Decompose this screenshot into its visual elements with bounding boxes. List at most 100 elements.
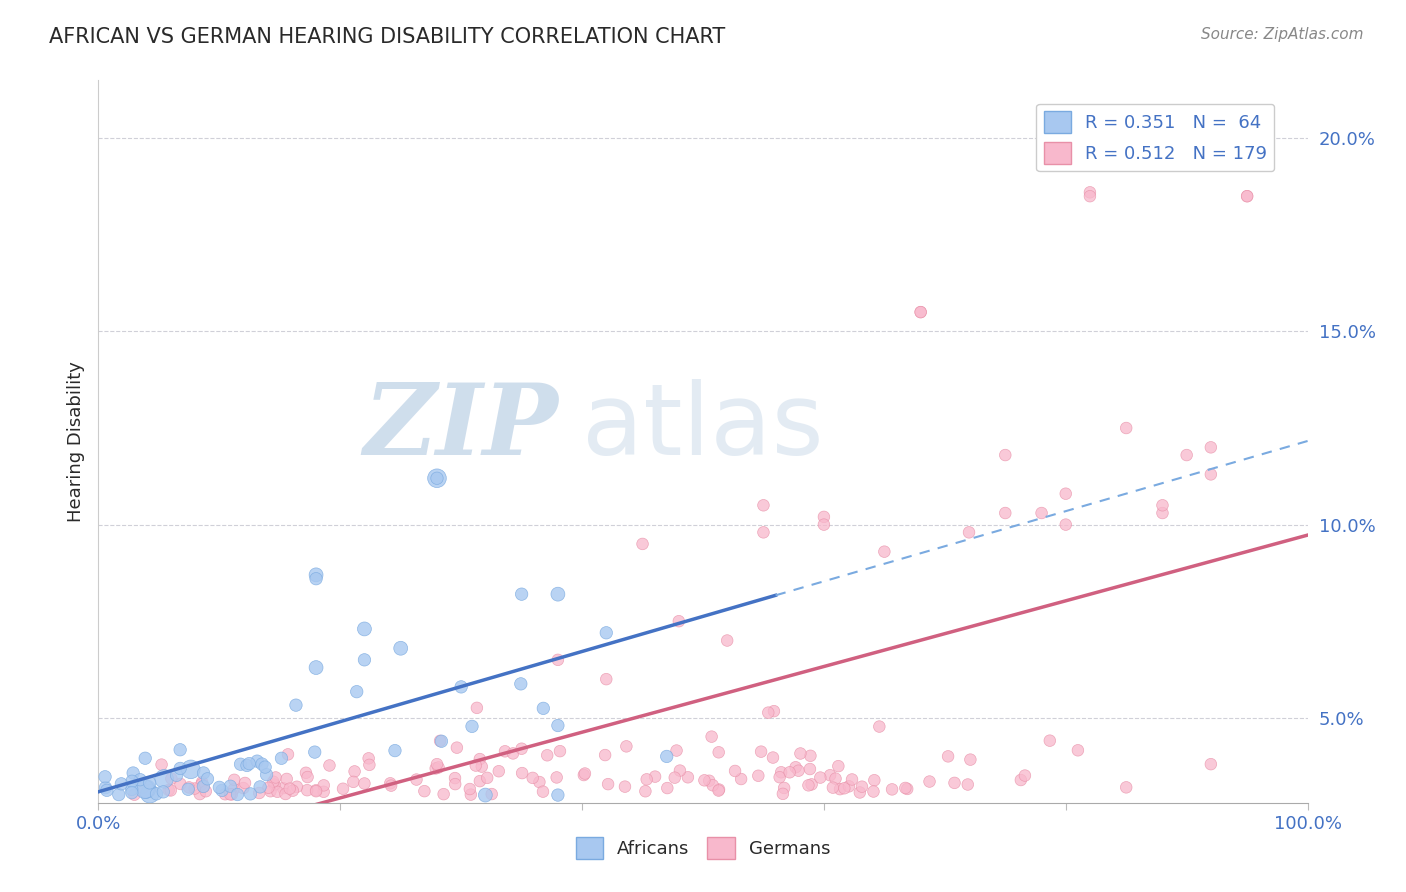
Point [138, 776, 160, 790]
Point [433, 787, 456, 801]
Point [270, 751, 292, 765]
Point [134, 751, 156, 765]
Point [918, 774, 941, 789]
Point [139, 787, 162, 801]
Point [312, 778, 335, 792]
Point [481, 787, 503, 801]
Point [380, 779, 402, 793]
Point [1039, 733, 1062, 747]
Point [471, 759, 494, 773]
Point [413, 784, 436, 798]
Point [880, 782, 903, 797]
Point [232, 780, 254, 795]
Point [770, 765, 793, 780]
Point [502, 747, 524, 761]
Point [522, 771, 544, 785]
Point [262, 774, 284, 789]
Point [246, 754, 269, 768]
Point [426, 471, 449, 485]
Point [129, 772, 152, 787]
Point [789, 747, 811, 761]
Point [271, 781, 294, 796]
Point [169, 743, 191, 757]
Point [343, 764, 366, 779]
Point [150, 757, 173, 772]
Point [264, 771, 287, 785]
Point [278, 781, 301, 796]
Point [548, 744, 571, 758]
Point [863, 773, 886, 788]
Point [752, 498, 775, 512]
Point [194, 784, 217, 798]
Point [134, 782, 156, 797]
Point [572, 768, 595, 782]
Point [353, 622, 375, 636]
Point [263, 778, 285, 792]
Text: atlas: atlas [582, 378, 824, 475]
Point [160, 772, 183, 786]
Point [862, 784, 884, 798]
Point [266, 785, 288, 799]
Point [707, 782, 730, 797]
Point [121, 786, 143, 800]
Point [595, 672, 617, 686]
Point [868, 720, 890, 734]
Point [702, 778, 724, 792]
Point [668, 614, 690, 628]
Point [956, 777, 979, 791]
Point [762, 704, 785, 718]
Point [318, 758, 340, 772]
Point [426, 471, 449, 485]
Point [957, 525, 980, 540]
Point [631, 537, 654, 551]
Point [110, 777, 132, 791]
Point [135, 781, 157, 796]
Point [959, 753, 981, 767]
Point [474, 788, 496, 802]
Point [896, 781, 918, 796]
Point [665, 743, 688, 757]
Point [444, 771, 467, 785]
Point [305, 572, 328, 586]
Point [1199, 440, 1222, 454]
Point [305, 567, 328, 582]
Point [458, 782, 481, 797]
Point [827, 759, 849, 773]
Point [477, 771, 499, 785]
Point [180, 763, 202, 777]
Point [873, 544, 896, 558]
Point [297, 770, 319, 784]
Point [769, 770, 792, 784]
Point [183, 781, 205, 796]
Point [1236, 189, 1258, 203]
Point [132, 780, 155, 795]
Point [707, 745, 730, 759]
Point [700, 730, 723, 744]
Point [166, 768, 188, 782]
Point [1078, 186, 1101, 200]
Point [214, 787, 236, 801]
Point [304, 745, 326, 759]
Point [1054, 486, 1077, 500]
Point [1115, 421, 1137, 435]
Point [461, 719, 484, 733]
Point [357, 751, 380, 765]
Point [636, 772, 658, 787]
Point [596, 777, 619, 791]
Point [259, 784, 281, 798]
Point [121, 774, 143, 789]
Point [808, 771, 831, 785]
Point [547, 653, 569, 667]
Y-axis label: Hearing Disability: Hearing Disability [66, 361, 84, 522]
Point [994, 506, 1017, 520]
Point [332, 781, 354, 796]
Point [169, 777, 191, 791]
Point [669, 764, 692, 778]
Point [824, 772, 846, 786]
Point [574, 766, 596, 780]
Point [779, 765, 801, 780]
Point [238, 756, 260, 771]
Point [281, 783, 304, 797]
Point [531, 784, 554, 798]
Point [226, 788, 249, 802]
